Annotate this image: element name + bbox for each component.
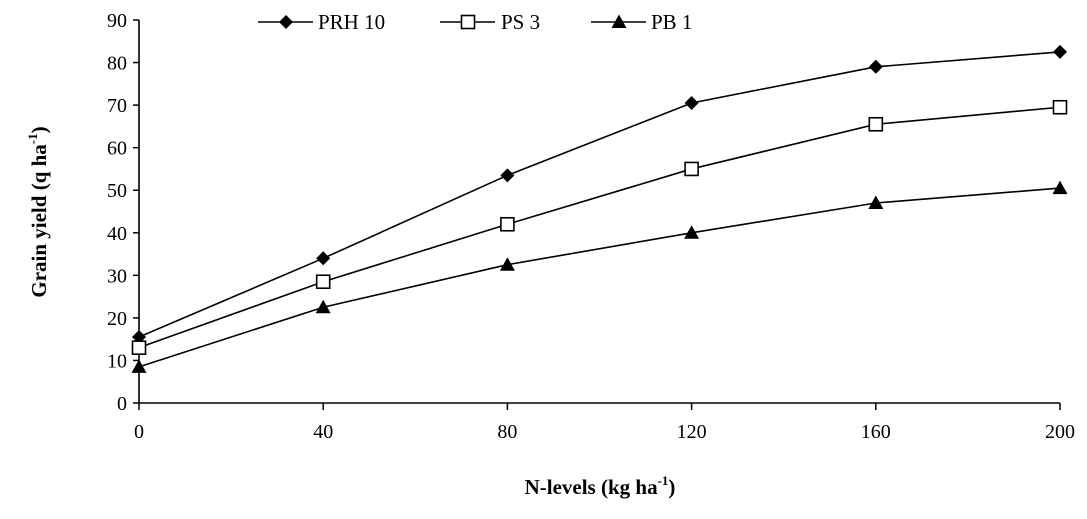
y-axis-title-text: Grain yield (q ha (27, 144, 51, 298)
data-point-prh-10 (1053, 44, 1067, 59)
ticks: 0 10 20 30 40 50 60 70 80 90 0 40 80 120 160 200 (107, 10, 1075, 443)
data-point-ps-3 (684, 161, 699, 177)
series-line-pb-1 (138, 187, 1061, 368)
y-tick-label: 60 (107, 138, 127, 160)
series-lines (138, 51, 1061, 368)
x-axis-title-superscript: -1 (658, 473, 669, 488)
series-line-ps-3 (138, 106, 1061, 349)
y-tick-label: 10 (107, 350, 127, 372)
y-tick-label: 50 (107, 180, 127, 202)
data-point-pb-1 (499, 257, 515, 271)
data-point-prh-10 (868, 59, 883, 74)
data-point-prh-10 (684, 95, 699, 110)
legend-label-pb-1: PB 1 (651, 10, 692, 34)
y-tick-label: 0 (117, 393, 127, 415)
x-tick-label: 80 (497, 421, 517, 443)
data-point-pb-1 (1052, 180, 1068, 195)
y-tick-label: 90 (107, 10, 127, 32)
data-point-ps-3 (500, 216, 515, 232)
y-axis-title: Grain yield (q ha-1) (25, 126, 51, 297)
data-point-prh-10 (316, 251, 331, 266)
data-point-ps-3 (868, 116, 884, 132)
x-tick-label: 200 (1045, 421, 1075, 443)
legend: PRH 10 PS 3 PB 1 (258, 10, 692, 34)
y-tick-label: 30 (107, 265, 127, 287)
x-tick-label: 0 (134, 421, 144, 443)
x-axis-title-end: ) (668, 475, 675, 499)
x-tick-label: 160 (861, 421, 891, 443)
data-point-ps-3 (131, 340, 147, 355)
legend-label-ps-3: PS 3 (501, 10, 540, 34)
data-point-ps-3 (1052, 99, 1068, 115)
y-axis-title-end: ) (27, 126, 51, 133)
data-point-pb-1 (684, 225, 700, 239)
legend-label-prh-10: PRH 10 (318, 10, 385, 34)
y-tick-label: 40 (107, 223, 127, 245)
series-markers (131, 44, 1068, 373)
x-axis-title-text: N-levels (kg ha (525, 475, 658, 499)
axes (138, 20, 1060, 404)
data-point-pb-1 (868, 195, 884, 209)
legend-marker-pb-1 (611, 14, 627, 28)
y-tick-label: 70 (107, 95, 127, 117)
legend-marker-ps-3 (460, 14, 476, 30)
x-axis-title: N-levels (kg ha-1) (525, 473, 676, 499)
data-point-pb-1 (131, 359, 147, 373)
data-point-prh-10 (500, 168, 515, 183)
data-point-pb-1 (315, 299, 331, 314)
y-tick-label: 20 (107, 308, 127, 330)
x-tick-label: 120 (677, 421, 707, 443)
y-axis-title-superscript: -1 (25, 133, 40, 144)
data-point-ps-3 (315, 274, 331, 290)
y-tick-label: 80 (107, 53, 127, 75)
series-line-prh-10 (138, 51, 1061, 338)
x-tick-label: 40 (313, 421, 333, 443)
legend-marker-prh-10 (279, 15, 293, 29)
